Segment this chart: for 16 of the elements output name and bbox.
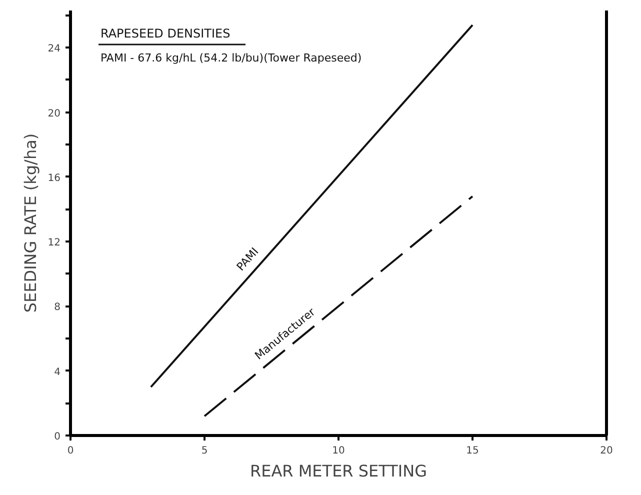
y-tick-label: 20 bbox=[48, 108, 61, 120]
y-tick-label: 8 bbox=[54, 302, 61, 314]
x-tick-label: 20 bbox=[600, 446, 613, 456]
y-tick-label: 0 bbox=[54, 432, 61, 442]
x-tick-label: 0 bbox=[67, 446, 74, 456]
x-tick-label: 15 bbox=[466, 446, 479, 456]
y-tick-label: 12 bbox=[48, 238, 61, 249]
x-tick-label: 10 bbox=[332, 446, 345, 456]
y-tick-label: 4 bbox=[54, 366, 61, 378]
annotation: PAMI - 67.6 kg/hL (54.2 lb/bu)(Tower Rapeseed) bbox=[100, 52, 362, 64]
y-tick-label: 16 bbox=[48, 172, 61, 184]
x-tick-label: 5 bbox=[201, 446, 208, 456]
annotation: RAPESEED DENSITIES bbox=[100, 26, 230, 40]
y-tick-label: 24 bbox=[48, 44, 61, 55]
x-axis-title: REAR METER SETTING bbox=[250, 462, 428, 480]
y-axis-title: SEEDING RATE (kg/ha) bbox=[20, 133, 40, 313]
